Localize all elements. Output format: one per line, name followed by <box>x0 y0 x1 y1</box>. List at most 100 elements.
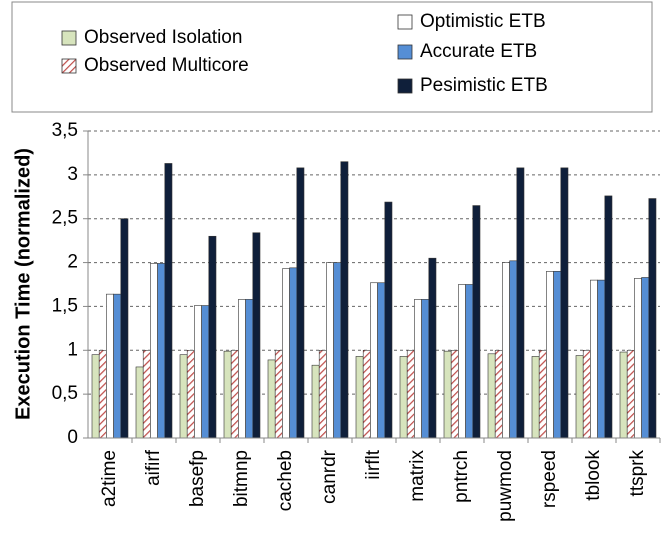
bar <box>113 293 122 439</box>
bar <box>340 161 349 439</box>
bar <box>164 163 173 439</box>
bar <box>619 351 628 439</box>
bar <box>377 282 386 439</box>
bar <box>274 349 283 439</box>
bar <box>421 299 430 439</box>
bar <box>414 299 422 439</box>
bar <box>142 349 151 439</box>
x-tick-label: tblook <box>583 450 604 501</box>
bar <box>245 299 254 439</box>
bar <box>597 279 606 439</box>
bar <box>399 356 408 439</box>
legend-swatch <box>397 14 413 30</box>
bar <box>494 349 503 439</box>
bar <box>648 198 657 439</box>
bar <box>267 359 276 439</box>
bar <box>106 293 114 439</box>
bar <box>135 366 144 439</box>
bar <box>362 349 371 439</box>
bar <box>553 271 562 439</box>
bar <box>509 260 518 439</box>
bar <box>289 267 298 439</box>
legend-swatch <box>61 30 77 46</box>
x-tick-label: cacheb <box>275 450 296 511</box>
bar <box>230 349 239 439</box>
x-tick-label: iirflt <box>363 449 384 479</box>
y-tick-label: 3,5 <box>52 120 78 141</box>
bar <box>590 279 598 439</box>
bar <box>641 277 650 439</box>
bar <box>355 356 364 439</box>
bar <box>91 354 100 439</box>
y-tick-label: 0 <box>67 427 78 448</box>
y-tick-label: 1 <box>67 339 78 360</box>
bar <box>465 284 474 439</box>
y-tick-label: 2 <box>67 252 78 273</box>
x-tick-label: ttsprk <box>627 450 648 497</box>
bar <box>370 282 378 439</box>
legend-swatch <box>397 44 413 60</box>
x-tick-label: bitmnp <box>231 450 252 507</box>
x-tick-label: matrix <box>407 450 428 502</box>
bar <box>450 349 459 439</box>
bar <box>326 262 334 439</box>
x-tick-label: canrdr <box>319 449 340 504</box>
x-tick-label: aifirf <box>143 449 164 486</box>
bar <box>502 262 510 439</box>
bar <box>634 278 642 439</box>
bar <box>201 305 210 439</box>
bar <box>487 353 496 439</box>
bar <box>384 201 393 439</box>
legend-label: Pesimistic ETB <box>420 75 548 96</box>
bar <box>333 262 342 439</box>
bar <box>406 349 415 439</box>
x-tick-label: a2time <box>99 450 120 507</box>
bar <box>582 349 591 439</box>
bar <box>120 218 129 439</box>
legend-label: Accurate ETB <box>420 41 537 62</box>
legend-label: Observed Isolation <box>84 27 242 48</box>
y-axis-label: Execution Time (normalized) <box>12 148 34 420</box>
bar <box>157 263 166 439</box>
bar <box>318 349 327 439</box>
y-tick-label: 2,5 <box>52 208 78 229</box>
bar <box>223 350 232 439</box>
bar <box>626 349 635 439</box>
bar <box>575 355 584 439</box>
bar <box>516 167 525 439</box>
x-tick-label: pntrch <box>451 450 472 503</box>
x-tick-label: rspeed <box>539 450 560 508</box>
legend-swatch <box>61 58 77 74</box>
bar <box>560 167 569 439</box>
bar <box>296 167 305 439</box>
bar <box>282 268 290 439</box>
bar <box>238 299 246 439</box>
bar <box>252 232 261 439</box>
bar <box>604 195 613 439</box>
x-tick-label: basefp <box>187 450 208 507</box>
bar <box>208 235 217 439</box>
bar <box>472 205 481 439</box>
legend-label: Optimistic ETB <box>420 11 546 32</box>
y-tick-label: 1,5 <box>52 295 78 316</box>
bar <box>311 364 320 439</box>
bar <box>98 349 107 439</box>
bar <box>546 271 554 439</box>
x-tick-label: puwmod <box>495 450 516 522</box>
bar <box>428 257 437 439</box>
legend-label: Observed Multicore <box>84 55 249 76</box>
y-tick-label: 0,5 <box>52 383 78 404</box>
y-tick-label: 3 <box>67 164 78 185</box>
bar <box>194 305 202 439</box>
bar <box>179 354 188 439</box>
bar <box>443 350 452 439</box>
bar <box>531 356 540 439</box>
bar <box>186 349 195 439</box>
legend-swatch <box>397 78 413 94</box>
bar <box>150 263 158 439</box>
bar <box>538 349 547 439</box>
legend-box <box>11 1 653 113</box>
bar <box>458 284 466 439</box>
